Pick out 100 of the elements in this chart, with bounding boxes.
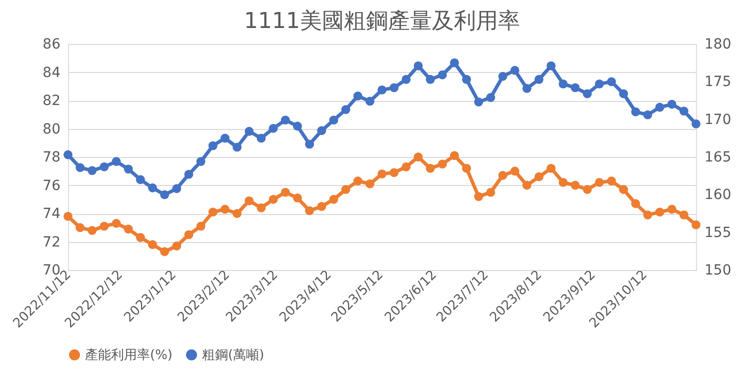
point [160,247,170,256]
point [655,208,664,217]
point [679,210,688,220]
point [414,61,423,70]
point [280,116,290,125]
y2-tick-label: 155 [704,224,732,241]
point [655,102,664,112]
point [220,204,230,214]
y-tick-label: 84 [42,64,61,81]
point [534,172,544,182]
point [341,185,350,194]
y2-tick-label: 165 [704,150,732,166]
point [390,83,399,92]
point [244,196,254,206]
point [402,74,411,84]
point [244,126,254,136]
point [692,119,700,128]
point [450,58,459,68]
point [88,166,97,176]
point [546,164,556,173]
point [172,242,182,250]
point [184,230,194,240]
point [160,190,170,200]
point [88,226,97,235]
point [402,162,411,172]
point [390,168,399,177]
point [280,188,290,197]
point [594,178,604,187]
point [292,122,302,131]
y-tick-label: 78 [42,150,60,166]
y-tick-label: 80 [42,121,60,138]
point [534,74,544,84]
point [594,79,604,88]
point [643,210,652,220]
point [643,110,652,120]
point [546,61,556,70]
point [558,79,568,88]
point [474,98,484,106]
point [136,233,145,242]
point [64,212,72,221]
point [184,170,194,179]
point [353,176,362,186]
point [329,194,338,204]
point [341,105,350,114]
point [692,220,700,230]
point [148,183,158,192]
point [378,169,386,178]
point [124,224,133,234]
point [365,179,374,188]
point [196,157,206,166]
point [498,170,508,180]
point [570,180,580,190]
point [196,222,206,231]
point [76,163,85,172]
point [619,185,628,194]
point [631,107,640,116]
point [510,166,520,176]
point [317,202,326,211]
point [510,66,520,75]
point [208,141,218,150]
point [426,74,435,84]
point [378,85,386,94]
point [172,184,182,194]
point [268,194,278,204]
y-tick-label: 82 [42,93,60,109]
point [667,100,676,109]
point [679,106,688,116]
point [232,142,242,152]
point [606,176,616,186]
point [208,208,218,217]
point [462,74,472,84]
point [112,218,121,228]
y2-tick-label: 175 [704,74,732,90]
legend-label: 產能利用率(%) [85,346,172,363]
point [474,192,484,202]
point [100,162,109,172]
point [112,157,121,166]
y-tick-label: 72 [42,234,60,250]
point [100,222,109,231]
point [136,175,145,184]
chart-title: 1111美國粗鋼產量及利用率 [244,9,520,34]
point [606,77,616,86]
point [317,126,326,136]
point [522,84,532,93]
point [426,164,435,173]
point [232,209,242,218]
point [256,134,266,143]
point [619,89,628,98]
point [570,83,580,92]
point [582,185,592,194]
point [148,240,158,250]
point [124,164,133,174]
point [558,178,568,187]
point [498,72,508,81]
point [522,180,532,190]
y-tick-label: 74 [42,206,61,222]
point [76,223,85,232]
y-tick-label: 76 [42,178,61,194]
point [582,89,592,98]
point [292,194,302,202]
